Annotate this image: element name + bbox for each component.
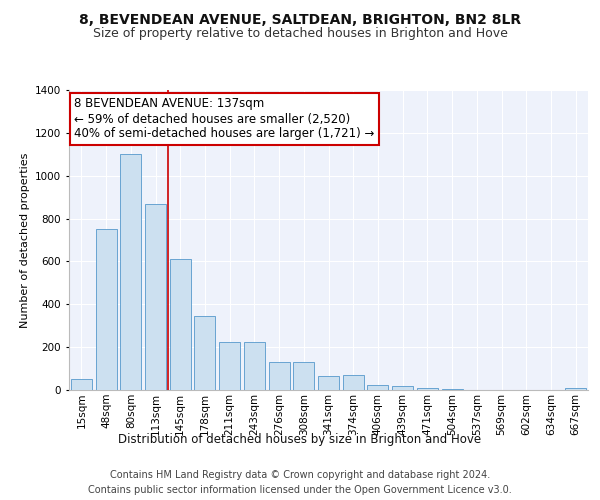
Bar (392, 386, 413, 390)
Bar (120, 154, 141, 390)
Bar (367, 384, 388, 390)
Bar (417, 388, 438, 390)
Text: 8 BEVENDEAN AVENUE: 137sqm
← 59% of detached houses are smaller (2,520)
40% of s: 8 BEVENDEAN AVENUE: 137sqm ← 59% of deta… (74, 98, 374, 140)
Bar (71, 379, 92, 390)
Text: Contains HM Land Registry data © Crown copyright and database right 2024.: Contains HM Land Registry data © Crown c… (110, 470, 490, 480)
Bar (565, 388, 586, 390)
Bar (269, 362, 290, 390)
Bar (219, 342, 240, 390)
Bar (343, 375, 364, 390)
Text: Distribution of detached houses by size in Brighton and Hove: Distribution of detached houses by size … (118, 432, 482, 446)
Bar (442, 389, 463, 390)
Bar (170, 260, 191, 390)
Bar (293, 362, 314, 390)
Text: 8, BEVENDEAN AVENUE, SALTDEAN, BRIGHTON, BN2 8LR: 8, BEVENDEAN AVENUE, SALTDEAN, BRIGHTON,… (79, 12, 521, 26)
Text: Contains public sector information licensed under the Open Government Licence v3: Contains public sector information licen… (88, 485, 512, 495)
Y-axis label: Number of detached properties: Number of detached properties (20, 152, 29, 328)
Bar (318, 376, 339, 390)
Bar (244, 342, 265, 390)
Text: Size of property relative to detached houses in Brighton and Hove: Size of property relative to detached ho… (92, 28, 508, 40)
Bar (194, 316, 215, 390)
Bar (145, 204, 166, 390)
Bar (95, 230, 116, 390)
